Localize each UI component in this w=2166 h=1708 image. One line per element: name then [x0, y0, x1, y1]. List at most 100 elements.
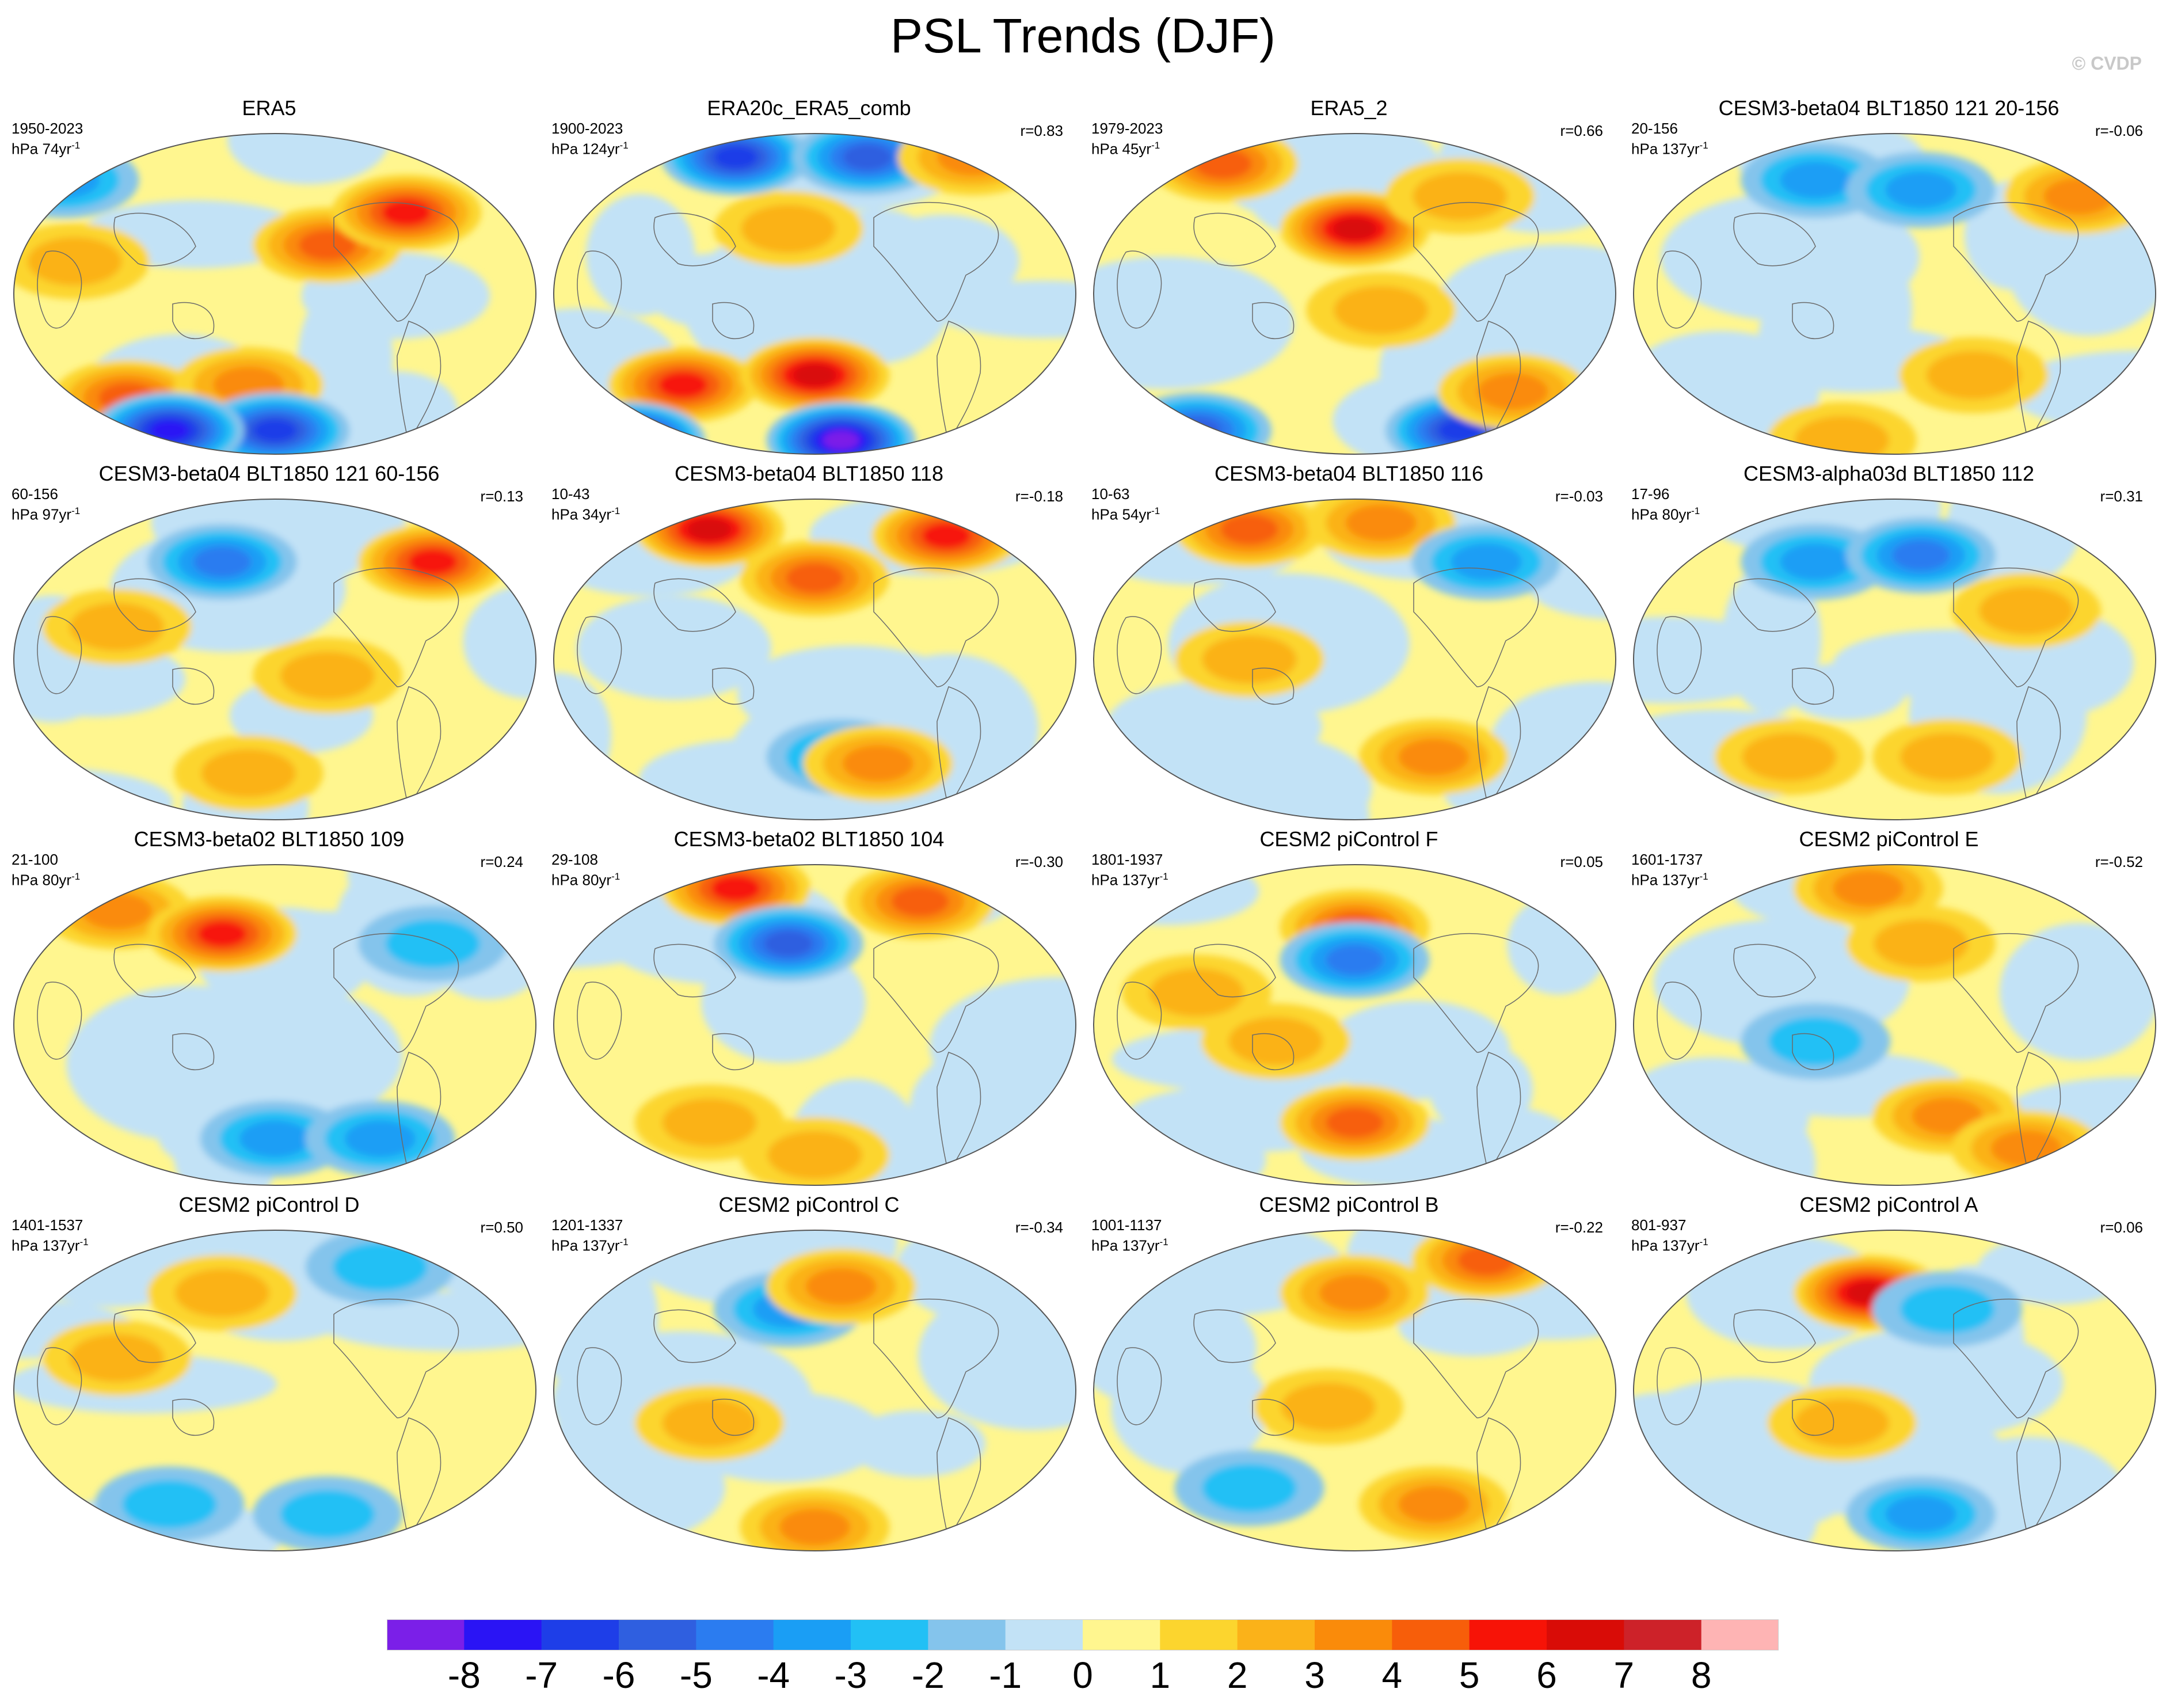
coastline — [1792, 302, 1834, 339]
coastline — [333, 1298, 459, 1418]
coastline — [1252, 667, 1295, 705]
coastline — [1117, 616, 1162, 694]
anomaly-contour — [1780, 543, 1851, 580]
coastline — [1252, 302, 1295, 339]
colorbar-tick-label: 4 — [1381, 1654, 1403, 1696]
anomaly-contour — [1319, 1275, 1390, 1311]
year-range: 1201-1337 — [551, 1216, 623, 1234]
coastline — [172, 1398, 215, 1436]
map-border — [1633, 864, 2156, 1186]
coastline — [2016, 686, 2061, 809]
negative-region — [463, 584, 536, 699]
pattern-correlation: r=-0.22 — [1555, 1219, 1603, 1236]
anomaly-contour — [29, 162, 100, 199]
coastline — [1733, 944, 1816, 998]
anomaly-contour — [193, 547, 251, 577]
coastline — [37, 982, 82, 1060]
colorbar-frame — [387, 1619, 1779, 1650]
coastline — [577, 250, 622, 329]
coastline — [113, 578, 196, 632]
trend-map — [13, 864, 536, 1186]
colorbar-swatch — [1701, 1619, 1779, 1650]
colorbar-swatch — [619, 1619, 696, 1650]
map-panel-grid: ERA5 1950-2023 hPa 74yr-1 ERA20c_ERA5_comb 1… — [0, 92, 2158, 1551]
coastline — [1476, 1417, 1521, 1540]
anomaly-contour — [1874, 919, 1969, 968]
anomaly-contour — [70, 603, 164, 651]
year-range: 21-100 — [12, 851, 58, 868]
trend-map — [1093, 133, 1616, 455]
anomaly-contour — [1900, 733, 1994, 781]
pattern-correlation: r=-0.18 — [1015, 488, 1063, 505]
map-panel: CESM2 piControl E 1601-1737 hPa 137yr-1 r=-… — [1620, 823, 2158, 1186]
anomaly-contour — [1202, 635, 1297, 684]
map-border — [1633, 133, 2156, 455]
coastline — [333, 201, 459, 322]
anomaly-contour — [842, 745, 913, 782]
anomaly-contour — [922, 523, 971, 549]
coastline — [1953, 567, 2079, 687]
trend-unit-text: hPa 124yr — [551, 140, 620, 158]
coastline — [1657, 250, 1702, 329]
map-panel: CESM3-beta04 BLT1850 121 60-156 60-156 hPa… — [0, 458, 538, 820]
pattern-correlation: r=0.83 — [1020, 122, 1063, 139]
anomaly-contour — [150, 420, 189, 441]
anomaly-contour — [1477, 373, 1548, 410]
negative-region — [576, 595, 771, 700]
coastline — [873, 567, 999, 687]
trend-unit: hPa 34yr-1 — [551, 503, 620, 523]
coastline — [577, 1347, 622, 1425]
coastline — [1193, 578, 1276, 632]
negative-region — [1110, 1342, 1268, 1474]
trend-unit: hPa 137yr-1 — [1091, 868, 1168, 889]
anomaly-contour — [711, 875, 760, 901]
negative-region — [14, 1506, 76, 1551]
panel-title: ERA5 — [242, 96, 296, 120]
trend-map — [553, 133, 1076, 455]
pattern-correlation: r=0.66 — [1560, 122, 1603, 139]
year-range: 1801-1937 — [1091, 851, 1163, 868]
colorbar-swatch — [1392, 1619, 1470, 1650]
colorbar-tick-label: 8 — [1691, 1654, 1712, 1696]
coastline — [937, 1052, 981, 1175]
year-range: 1950-2023 — [12, 120, 83, 137]
trend-unit-exponent: -1 — [1159, 1237, 1168, 1247]
map-border — [553, 864, 1076, 1186]
colorbar-swatch — [1237, 1619, 1315, 1650]
coastline — [113, 212, 196, 267]
anomaly-contour — [1220, 514, 1278, 545]
coastline — [653, 578, 736, 632]
map-panel: CESM3-beta04 BLT1850 118 10-43 hPa 34yr-1 r… — [540, 458, 1078, 820]
anomaly-contour — [1892, 540, 1950, 570]
pattern-correlation: r=0.13 — [480, 488, 523, 505]
colorbar-swatch — [773, 1619, 851, 1650]
coastline — [333, 567, 459, 687]
panel-title: CESM3-beta02 BLT1850 109 — [134, 827, 405, 851]
trend-unit: hPa 97yr-1 — [12, 503, 80, 523]
trend-unit-text: hPa 80yr — [551, 871, 612, 889]
map-panel: CESM3-beta04 BLT1850 116 10-63 hPa 54yr-1 r… — [1080, 458, 1618, 820]
anomaly-contour — [779, 1509, 850, 1546]
map-panel: CESM3-alpha03d BLT1850 112 17-96 hPa 80yr-… — [1620, 458, 2158, 820]
colorbar-swatch — [1160, 1619, 1238, 1650]
panel-title: CESM3-beta02 BLT1850 104 — [673, 827, 945, 851]
anomaly-contour — [823, 431, 859, 450]
colorbar-swatch — [696, 1619, 774, 1650]
anomaly-contour — [1202, 1464, 1297, 1512]
anomaly-contour — [1979, 586, 2074, 635]
coastline — [113, 1309, 196, 1363]
coastline — [1117, 250, 1162, 329]
panel-title: CESM2 piControl D — [178, 1193, 360, 1216]
anomaly-contour — [345, 1120, 416, 1157]
coastline — [937, 686, 981, 809]
map-panel: CESM3-beta04 BLT1850 121 20-156 20-156 hPa… — [1620, 92, 2158, 455]
coastline — [1657, 1347, 1702, 1425]
trend-unit-exponent: -1 — [1699, 871, 1708, 882]
anomaly-contour — [1451, 543, 1522, 580]
pattern-correlation: r=-0.03 — [1555, 488, 1603, 505]
colorbar-tick-label: 0 — [1072, 1654, 1093, 1696]
trend-unit-text: hPa 137yr — [1091, 871, 1160, 889]
pattern-correlation: r=0.06 — [2100, 1219, 2143, 1236]
trend-unit-exponent: -1 — [619, 1237, 629, 1247]
coastline — [873, 201, 999, 322]
